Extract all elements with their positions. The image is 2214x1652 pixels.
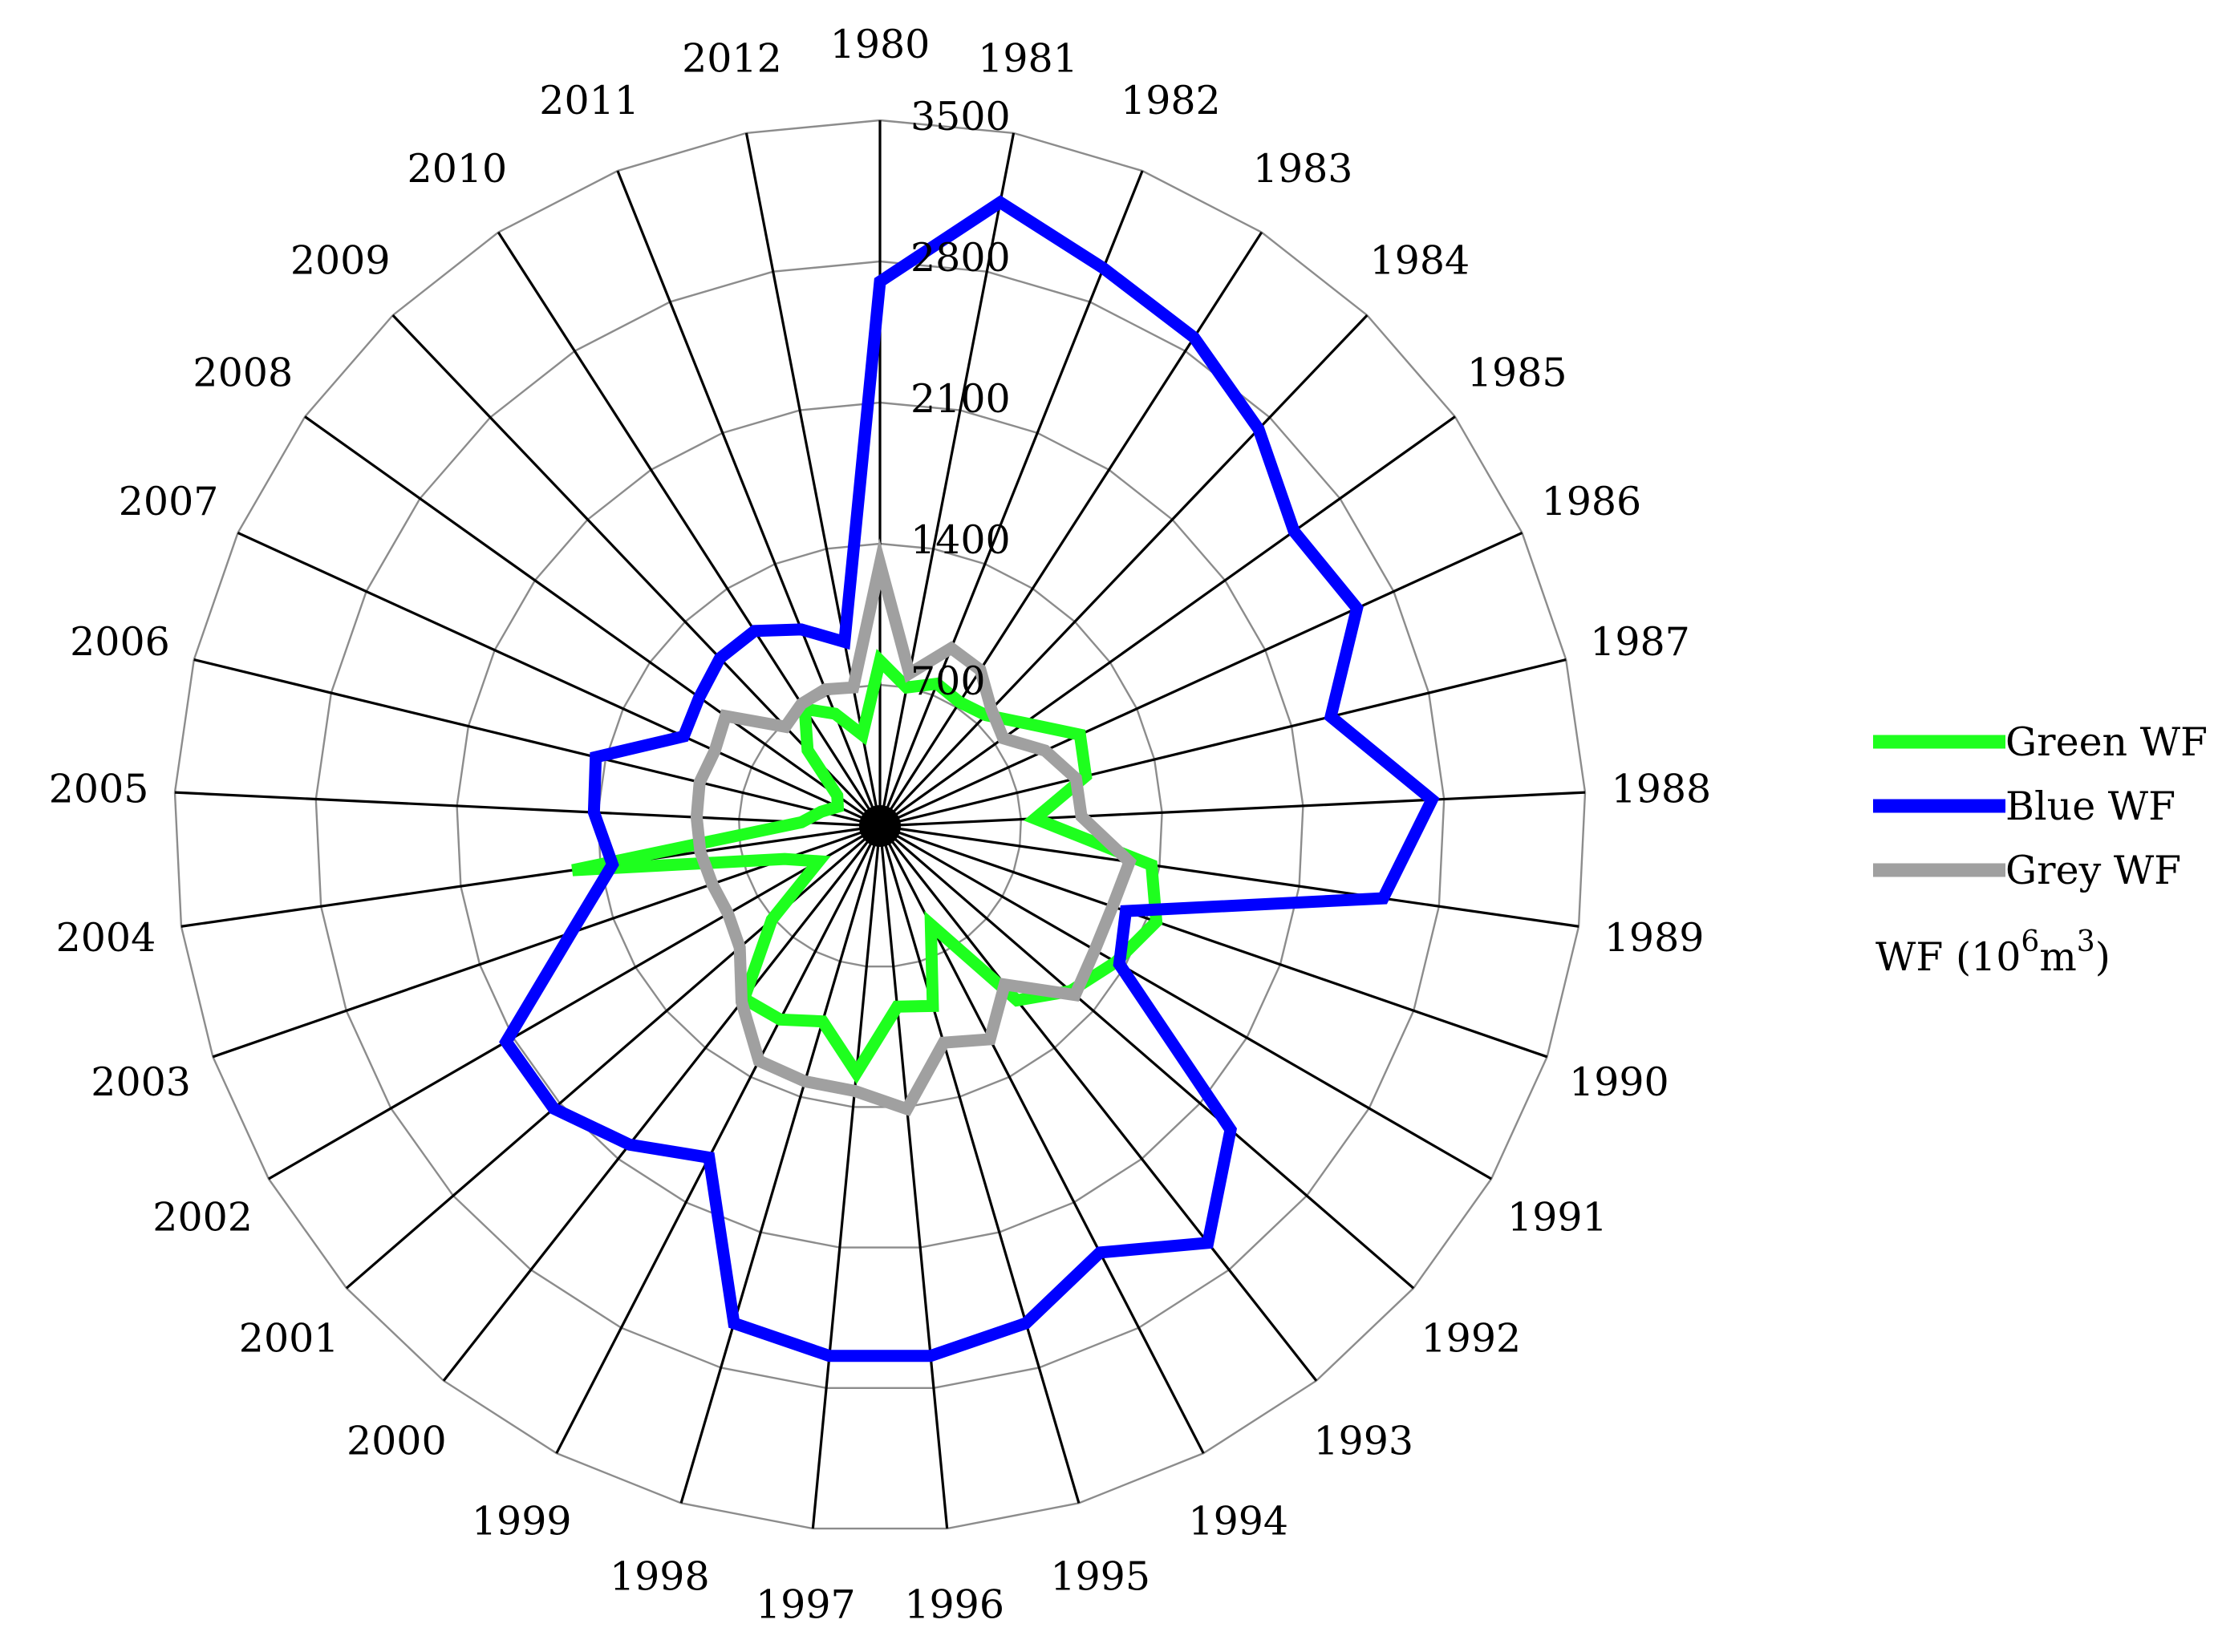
year-label: 1997 [756, 1582, 856, 1628]
grid-ring-700 [737, 683, 1023, 968]
year-label: 1988 [1612, 767, 1712, 812]
series-grey-wf [690, 538, 1137, 1117]
year-label: 2002 [152, 1195, 253, 1241]
year-label: 2001 [239, 1315, 339, 1361]
grid-ring-3500 [173, 119, 1587, 1530]
year-label: 1996 [904, 1582, 1004, 1628]
year-label: 1983 [1253, 146, 1353, 192]
tick-label: 3500 [910, 94, 1011, 140]
radial-grid-rings [173, 119, 1587, 1530]
series-line [690, 538, 1137, 1117]
year-label: 2009 [290, 237, 391, 283]
spoke-1987 [879, 658, 1567, 828]
spoke-1988 [879, 791, 1586, 828]
spoke-1997 [811, 825, 882, 1529]
year-label: 1982 [1121, 78, 1221, 123]
spoke-1984 [878, 314, 1369, 828]
spoke-1991 [879, 824, 1492, 1180]
spoke-2012 [744, 132, 882, 827]
year-label: 2007 [119, 479, 219, 524]
radial-tick-labels: 700 1400 2100 2800 3500 [910, 94, 1011, 704]
year-label: 2000 [347, 1418, 447, 1464]
series-blue-wf [499, 195, 1440, 1362]
spoke-1983 [878, 231, 1263, 827]
legend-label-green: Green WF [2005, 719, 2208, 765]
spoke-1999 [555, 825, 882, 1454]
spoke-1986 [879, 531, 1523, 828]
spoke-1995 [878, 825, 1081, 1504]
tick-label: 700 [910, 658, 986, 704]
spoke-1998 [679, 825, 882, 1504]
year-label: 1990 [1569, 1059, 1669, 1105]
year-label: 2012 [682, 36, 782, 82]
year-label: 2010 [408, 146, 508, 192]
spoke-1982 [878, 170, 1144, 827]
year-label: 2008 [193, 350, 293, 395]
legend-label-blue: Blue WF [2005, 783, 2175, 829]
year-label: 1986 [1542, 479, 1642, 524]
year-label: 1995 [1050, 1554, 1150, 1600]
year-label: 1981 [978, 36, 1078, 82]
center-hub [859, 805, 901, 847]
legend-entry-green: Green WF [1873, 719, 2208, 765]
grid-ring-2100 [456, 401, 1304, 1249]
spoke-2001 [345, 824, 882, 1290]
spoke-2008 [304, 415, 881, 828]
legend: Green WF Blue WF Grey WF WF (106m3) [1873, 719, 2208, 980]
legend-label-grey: Grey WF [2005, 848, 2181, 893]
unit-label: WF (106m3) [1875, 925, 2111, 980]
year-label: 1999 [472, 1499, 572, 1545]
spoke-2009 [391, 314, 882, 828]
spoke-1993 [878, 825, 1318, 1382]
legend-entry-blue: Blue WF [1873, 783, 2175, 829]
series-line [571, 649, 1163, 1084]
year-label: 1989 [1604, 915, 1705, 961]
category-labels: 1980 1981 1982 1983 1984 1985 1986 1987 1988 1989… [49, 22, 1711, 1628]
legend-entry-grey: Grey WF [1873, 848, 2181, 893]
spoke-1981 [878, 132, 1016, 827]
year-label: 2004 [56, 915, 156, 961]
tick-label: 2100 [910, 376, 1011, 422]
spoke-2004 [180, 824, 881, 928]
grid-ring-2800 [314, 260, 1446, 1390]
year-label: 1985 [1467, 350, 1567, 395]
year-label: 2006 [70, 619, 170, 665]
spoke-2011 [616, 170, 882, 827]
spoke-2010 [497, 231, 882, 827]
year-label: 1992 [1421, 1315, 1522, 1361]
spoke-2005 [174, 791, 881, 828]
series-line [499, 195, 1440, 1362]
series-green-wf [571, 649, 1163, 1084]
radial-grid-spokes [174, 120, 1586, 1529]
spoke-2002 [268, 824, 881, 1180]
spoke-1985 [879, 415, 1456, 828]
spoke-1989 [879, 824, 1579, 928]
spoke-2000 [442, 825, 882, 1382]
year-label: 1984 [1369, 237, 1470, 283]
year-label: 1980 [830, 22, 931, 67]
spoke-2006 [193, 658, 881, 828]
year-label: 2011 [539, 78, 639, 123]
tick-label: 1400 [910, 517, 1011, 563]
spoke-1996 [878, 825, 949, 1529]
tick-label: 2800 [910, 235, 1011, 281]
grid-ring-1400 [597, 542, 1163, 1108]
spoke-1990 [879, 824, 1548, 1059]
series-layer [499, 195, 1440, 1362]
year-label: 1998 [610, 1554, 710, 1600]
year-label: 1987 [1590, 619, 1690, 665]
year-label: 1993 [1313, 1418, 1413, 1464]
spoke-2007 [237, 531, 881, 828]
year-label: 1994 [1188, 1499, 1288, 1545]
spoke-1992 [878, 824, 1415, 1290]
year-label: 2003 [91, 1059, 191, 1105]
year-label: 2005 [49, 767, 149, 812]
year-label: 1991 [1507, 1195, 1608, 1241]
